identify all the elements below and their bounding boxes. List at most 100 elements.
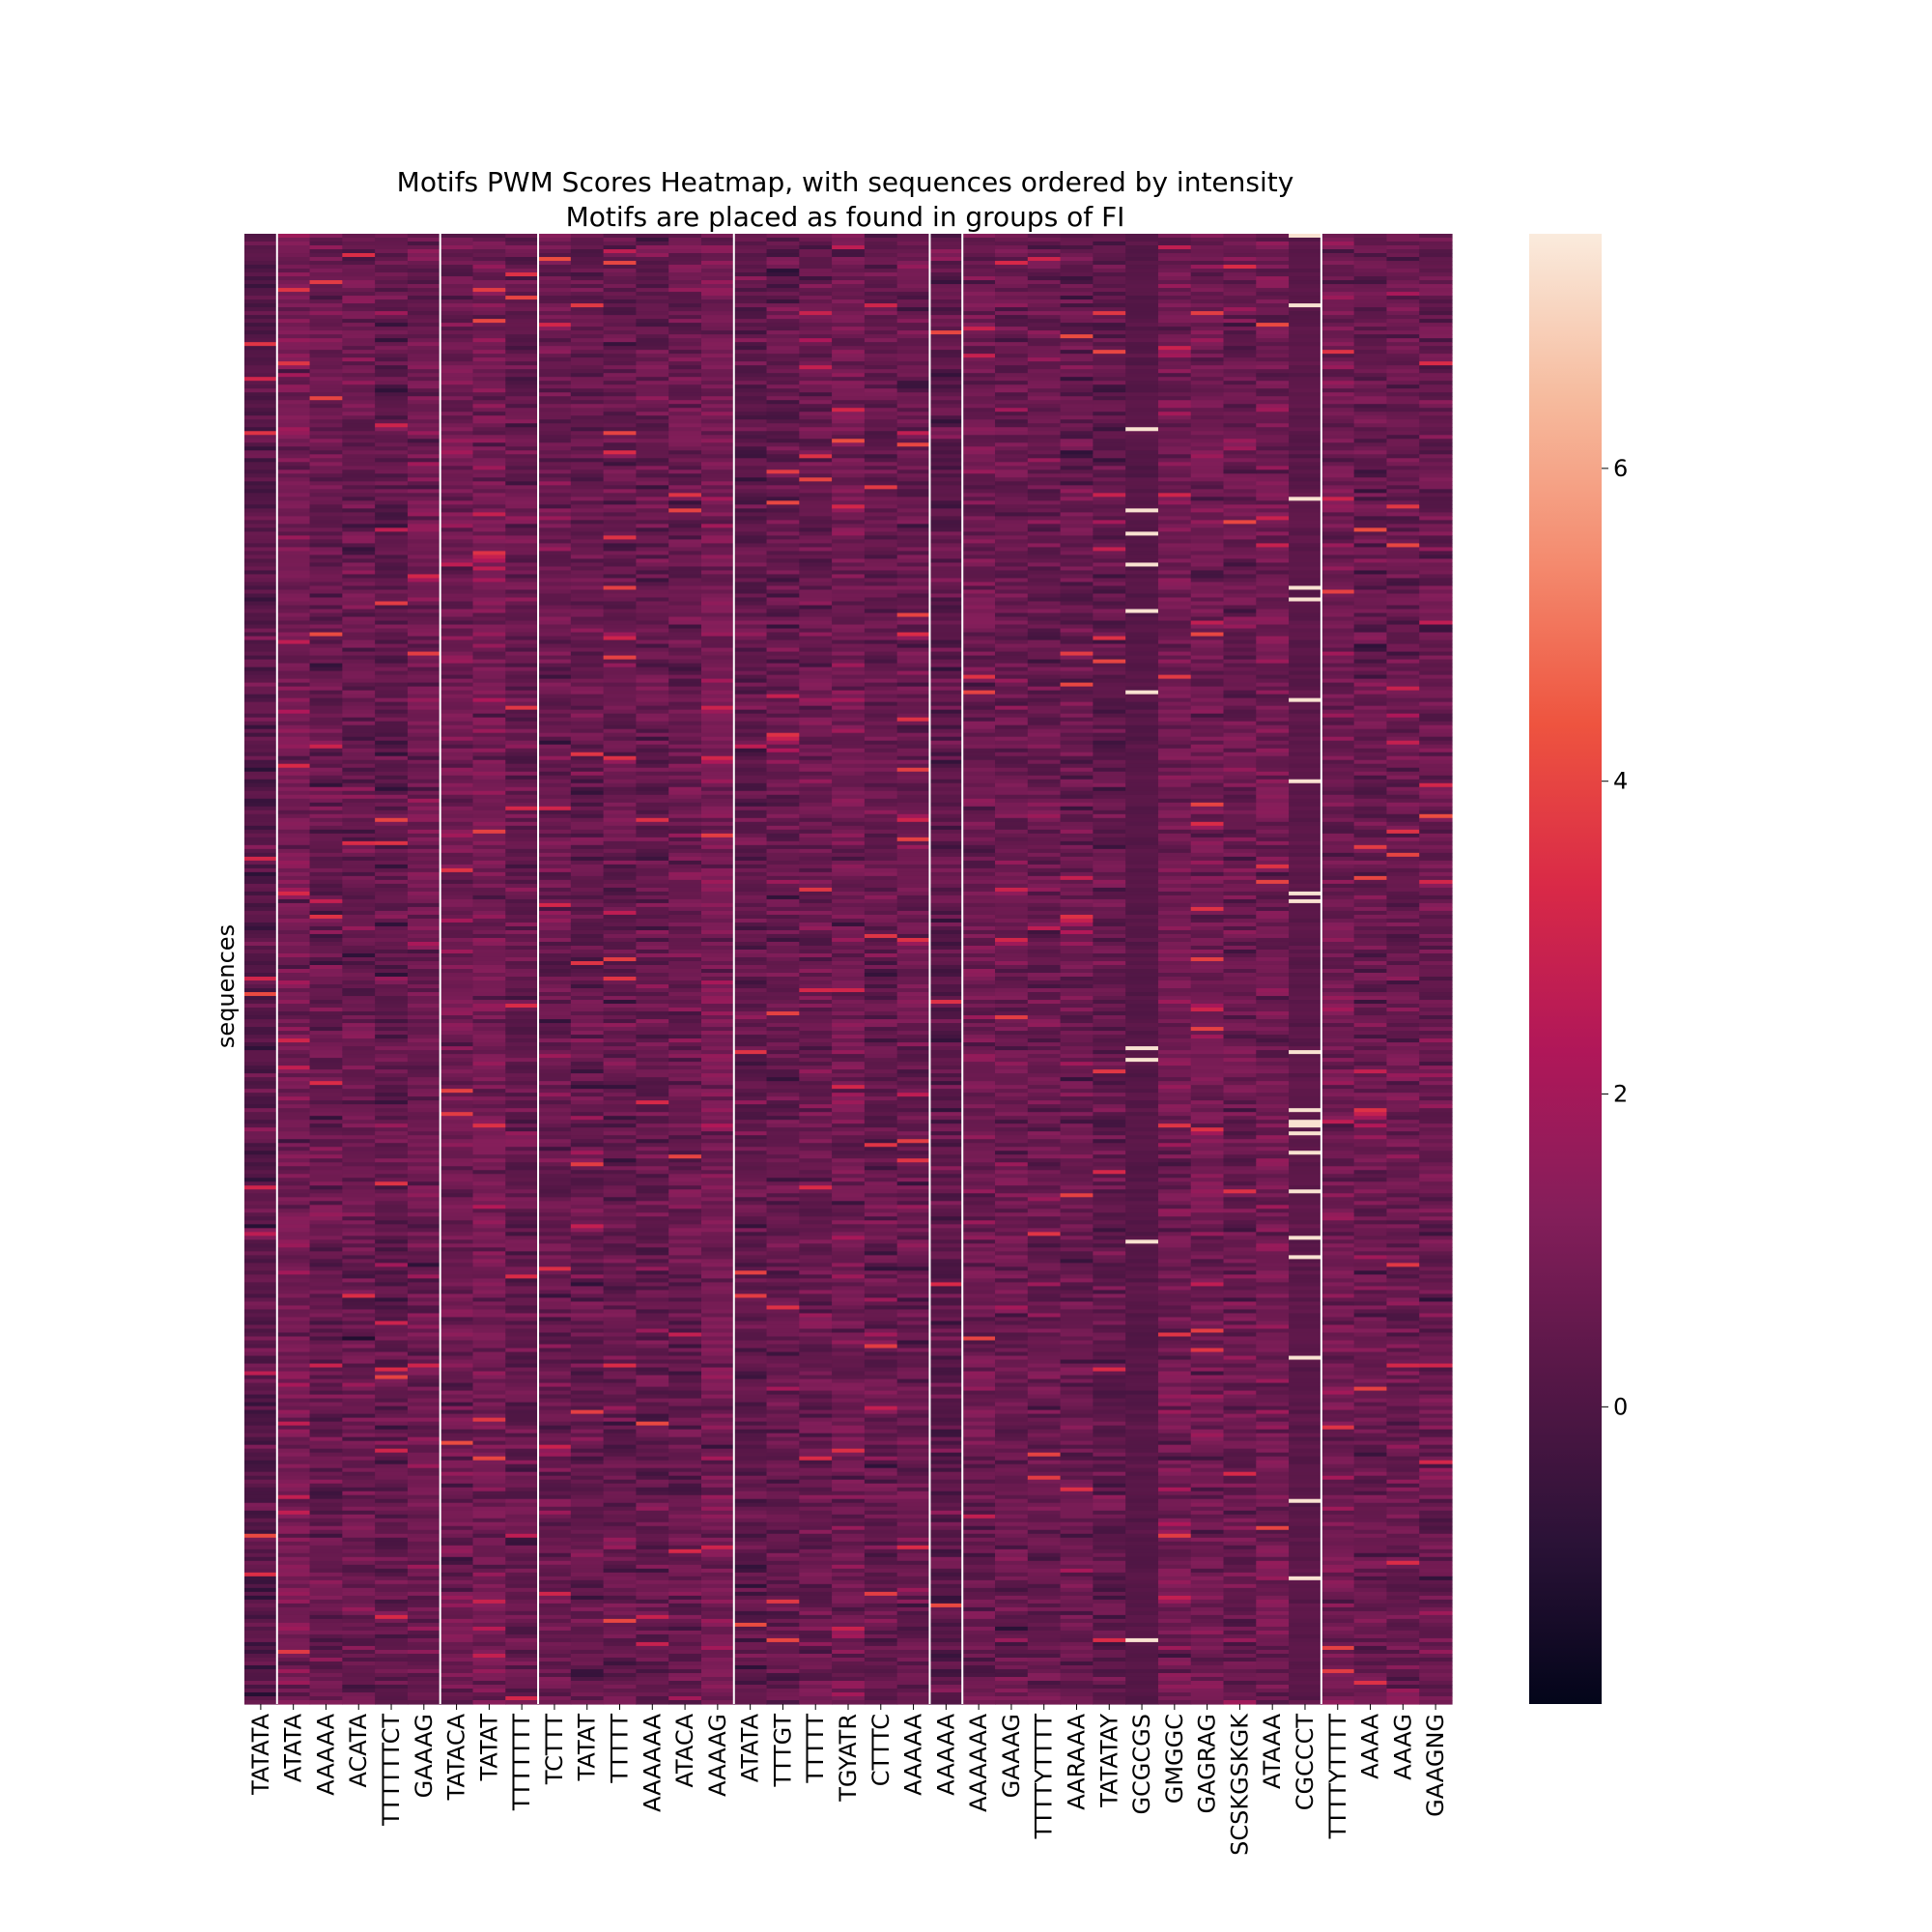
heatmap-cell: [472, 690, 506, 696]
heatmap-cell: [636, 605, 669, 611]
heatmap-cell: [244, 612, 278, 618]
heatmap-cell: [505, 1367, 539, 1373]
heatmap-cell: [375, 253, 409, 258]
heatmap-cell: [375, 1440, 409, 1446]
heatmap-cell: [342, 717, 376, 723]
heatmap-cell: [440, 767, 474, 773]
heatmap-cell: [603, 1100, 637, 1105]
heatmap-cell: [603, 1232, 637, 1236]
heatmap-cell: [407, 504, 441, 509]
heatmap-cell: [440, 1313, 474, 1319]
heatmap-cell: [668, 307, 702, 312]
heatmap-cell: [440, 969, 474, 974]
heatmap-cell: [342, 1367, 376, 1373]
heatmap-cell: [309, 864, 343, 869]
heatmap-cell: [342, 516, 376, 521]
heatmap-cell: [570, 925, 605, 931]
heatmap-cell: [636, 1514, 669, 1520]
heatmap-cell: [538, 775, 572, 781]
heatmap-cell: [342, 1587, 376, 1593]
heatmap-cell: [570, 1634, 605, 1639]
heatmap-cell: [636, 891, 669, 896]
heatmap-cell: [472, 1402, 506, 1407]
heatmap-cell: [309, 346, 343, 351]
heatmap-cell: [570, 864, 605, 869]
heatmap-cell: [440, 1610, 474, 1616]
heatmap-cell: [342, 952, 376, 958]
heatmap-cell: [538, 690, 572, 696]
heatmap-cell: [244, 1278, 278, 1284]
heatmap-cell: [472, 469, 506, 474]
heatmap-cell: [342, 1691, 376, 1697]
heatmap-cell: [342, 748, 376, 753]
heatmap-cell: [309, 1471, 343, 1477]
heatmap-cell: [472, 910, 506, 916]
heatmap-cell: [472, 497, 506, 501]
heatmap-cell: [407, 578, 441, 583]
heatmap-cell: [570, 439, 605, 443]
heatmap-cell: [603, 1073, 637, 1078]
heatmap-cell: [538, 242, 572, 246]
heatmap-cell: [472, 319, 506, 324]
heatmap-cell: [276, 663, 311, 668]
heatmap-cell: [276, 980, 311, 985]
heatmap-cell: [505, 1672, 539, 1678]
heatmap-cell: [603, 674, 637, 680]
heatmap-cell: [244, 682, 278, 688]
heatmap-cell: [309, 1278, 343, 1284]
heatmap-cell: [472, 1065, 506, 1070]
heatmap-cell: [538, 1108, 572, 1113]
heatmap-cell: [276, 1270, 311, 1276]
heatmap-cell: [342, 1518, 376, 1523]
heatmap-cell: [505, 1560, 539, 1566]
heatmap-cell: [276, 856, 311, 862]
heatmap-cell: [440, 1576, 474, 1581]
heatmap-cell: [375, 1436, 409, 1442]
heatmap-cell: [603, 1062, 637, 1066]
heatmap-cell: [440, 1293, 474, 1299]
heatmap-cell: [276, 628, 311, 634]
heatmap-cell: [603, 898, 637, 904]
heatmap-cell: [538, 875, 572, 881]
heatmap-cell: [570, 871, 605, 877]
heatmap-cell: [309, 906, 343, 912]
heatmap-cell: [603, 1147, 637, 1151]
heatmap-cell: [342, 1266, 376, 1272]
heatmap-cell: [309, 551, 343, 556]
heatmap-cell: [276, 636, 311, 641]
heatmap-cell: [472, 891, 506, 896]
heatmap-cell: [636, 667, 669, 672]
heatmap-cell: [440, 833, 474, 838]
heatmap-cell: [570, 1649, 605, 1655]
heatmap-cell: [309, 1305, 343, 1311]
heatmap-cell: [342, 755, 376, 761]
heatmap-cell: [309, 1135, 343, 1140]
heatmap-cell: [244, 469, 278, 474]
heatmap-cell: [342, 1170, 376, 1175]
heatmap-cell: [636, 1208, 669, 1213]
heatmap-cell: [538, 1560, 572, 1566]
heatmap-cell: [244, 392, 278, 397]
heatmap-cell: [375, 1688, 409, 1693]
heatmap-cell: [472, 1170, 506, 1175]
heatmap-cell: [505, 1062, 539, 1066]
heatmap-cell: [472, 724, 506, 730]
heatmap-cell: [342, 245, 376, 250]
heatmap-cell: [472, 238, 506, 242]
heatmap-cell: [603, 1162, 637, 1167]
heatmap-cell: [472, 1224, 506, 1229]
heatmap-cell: [342, 303, 376, 308]
heatmap-cell: [407, 234, 441, 239]
heatmap-cell: [505, 1247, 539, 1252]
heatmap-cell: [570, 794, 605, 800]
heatmap-cell: [603, 1293, 637, 1299]
heatmap-cell: [570, 493, 605, 497]
heatmap-cell: [538, 1332, 572, 1338]
heatmap-cell: [309, 1282, 343, 1288]
heatmap-cell: [505, 1599, 539, 1605]
heatmap-cell: [244, 922, 278, 927]
heatmap-cell: [375, 1154, 409, 1159]
heatmap-cell: [472, 840, 506, 846]
heatmap-cell: [440, 1564, 474, 1570]
heatmap-cell: [505, 605, 539, 611]
